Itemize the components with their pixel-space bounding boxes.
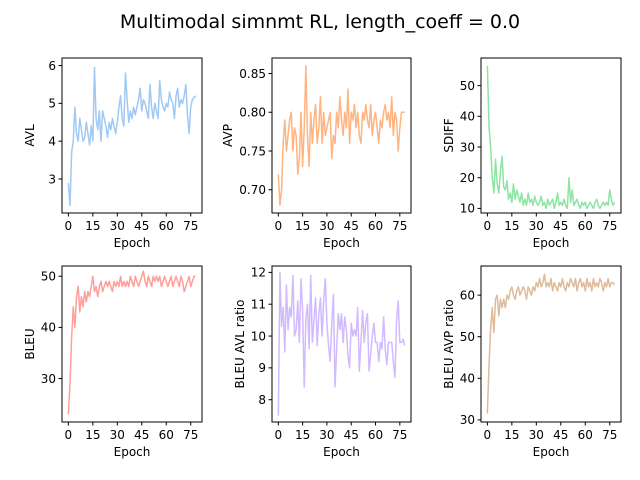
bleu-xtick-label: 75 bbox=[183, 428, 198, 442]
avp-series-line bbox=[277, 65, 405, 206]
bleu-avp-ratio-subplot: 0 15 30 45 60 75 30 40 50 60 Epoch BLEU AVP ratio bbox=[442, 265, 622, 459]
avl-ylabel: AVL bbox=[23, 124, 37, 147]
bleu-axes-frame bbox=[61, 265, 203, 423]
bleu-avp-ratio-xtick-label: 0 bbox=[484, 428, 492, 442]
bleu-avl-ratio-xtick-label: 45 bbox=[344, 428, 359, 442]
bleu-avl-ratio-axes-frame bbox=[271, 265, 412, 423]
bleu-ytick-label: 30 bbox=[41, 372, 56, 386]
sdiff-xtick-label: 60 bbox=[578, 219, 593, 233]
avl-ytick-label: 4 bbox=[48, 134, 56, 148]
bleu-avl-ratio-ylabel: BLEU AVL ratio bbox=[233, 300, 247, 389]
avp-ytick-label: 0.75 bbox=[239, 144, 266, 158]
bleu-avl-ratio-ytick-label: 9 bbox=[258, 361, 266, 375]
sdiff-subplot: 0 15 30 45 60 75 10 20 30 40 50 Epoch SDIFF bbox=[442, 57, 622, 250]
avl-axes-frame bbox=[61, 57, 203, 214]
bleu-avl-ratio-xtick-label: 75 bbox=[392, 428, 407, 442]
bleu-avl-ratio-ytick-label: 8 bbox=[258, 393, 266, 407]
avl-xtick-label: 75 bbox=[183, 219, 198, 233]
sdiff-ytick-label: 40 bbox=[460, 110, 475, 124]
bleu-avp-ratio-xlabel: Epoch bbox=[533, 445, 570, 459]
avp-ytick-label: 0.80 bbox=[239, 106, 266, 120]
bleu-xlabel: Epoch bbox=[114, 445, 151, 459]
avl-xtick-label: 15 bbox=[85, 219, 100, 233]
bleu-avp-ratio-xtick-label: 15 bbox=[504, 428, 519, 442]
bleu-ytick-label: 40 bbox=[41, 321, 56, 335]
avp-ylabel: AVP bbox=[221, 124, 235, 147]
avp-xtick-label: 30 bbox=[319, 219, 334, 233]
avl-ytick-label: 3 bbox=[48, 172, 56, 186]
bleu-series-line bbox=[67, 270, 196, 415]
avp-xlabel: Epoch bbox=[323, 236, 360, 250]
avp-axes-frame bbox=[271, 57, 412, 214]
avl-xtick-label: 0 bbox=[65, 219, 73, 233]
avp-ytick-label: 0.70 bbox=[239, 183, 266, 197]
bleu-avp-ratio-xtick-label: 60 bbox=[578, 428, 593, 442]
avl-xtick-label: 30 bbox=[110, 219, 125, 233]
sdiff-ytick-label: 30 bbox=[460, 140, 475, 154]
bleu-avl-ratio-xtick-label: 0 bbox=[274, 428, 282, 442]
avp-xtick-label: 75 bbox=[392, 219, 407, 233]
sdiff-xlabel: Epoch bbox=[533, 236, 570, 250]
sdiff-ytick-label: 10 bbox=[460, 202, 475, 216]
bleu-xtick-label: 0 bbox=[65, 428, 73, 442]
bleu-avp-ratio-ytick-label: 60 bbox=[460, 288, 475, 302]
bleu-avl-ratio-xtick-label: 60 bbox=[368, 428, 383, 442]
bleu-avl-ratio-subplot: 0 15 30 45 60 75 8 9 10 11 12 Epoch BLEU AVL ratio bbox=[233, 265, 412, 459]
bleu-avp-ratio-ytick-label: 50 bbox=[460, 330, 475, 344]
figure-suptitle: Multimodal simnmt RL, length_coeff = 0.0 bbox=[120, 11, 520, 33]
bleu-avp-ratio-ytick-label: 30 bbox=[460, 413, 475, 427]
avp-subplot: 0 15 30 45 60 75 0.70 0.75 0.80 0.85 Epoch AVP bbox=[221, 57, 412, 250]
bleu-avp-ratio-axes-frame bbox=[480, 265, 622, 423]
bleu-ytick-label: 50 bbox=[41, 270, 56, 284]
sdiff-series-line bbox=[486, 65, 616, 210]
bleu-xtick-label: 60 bbox=[159, 428, 174, 442]
avp-ytick-label: 0.85 bbox=[239, 67, 266, 81]
bleu-xtick-label: 45 bbox=[134, 428, 149, 442]
avp-xtick-label: 15 bbox=[295, 219, 310, 233]
bleu-subplot: 0 15 30 45 60 75 30 40 50 Epoch BLEU bbox=[23, 265, 203, 459]
bleu-avl-ratio-xtick-label: 15 bbox=[295, 428, 310, 442]
avl-ytick-label: 6 bbox=[48, 59, 56, 73]
bleu-avp-ratio-series-line bbox=[486, 273, 616, 414]
sdiff-ytick-label: 20 bbox=[460, 171, 475, 185]
sdiff-xtick-label: 15 bbox=[504, 219, 519, 233]
bleu-avl-ratio-series-line bbox=[277, 271, 406, 416]
avl-xlabel: Epoch bbox=[114, 236, 151, 250]
avl-series-line bbox=[67, 66, 197, 207]
avp-xtick-label: 0 bbox=[274, 219, 282, 233]
avl-xtick-label: 60 bbox=[159, 219, 174, 233]
avp-xtick-label: 60 bbox=[368, 219, 383, 233]
bleu-avp-ratio-ytick-label: 40 bbox=[460, 372, 475, 386]
sdiff-ytick-label: 50 bbox=[460, 79, 475, 93]
bleu-avp-ratio-ylabel: BLEU AVP ratio bbox=[442, 299, 456, 388]
bleu-avl-ratio-ytick-label: 12 bbox=[251, 266, 266, 280]
avl-xtick-label: 45 bbox=[134, 219, 149, 233]
bleu-avp-ratio-xtick-label: 75 bbox=[602, 428, 617, 442]
sdiff-axes-frame bbox=[480, 57, 622, 214]
sdiff-xtick-label: 30 bbox=[529, 219, 544, 233]
bleu-avp-ratio-xtick-label: 30 bbox=[529, 428, 544, 442]
sdiff-ylabel: SDIFF bbox=[442, 118, 456, 152]
sdiff-xtick-label: 0 bbox=[484, 219, 492, 233]
bleu-xtick-label: 15 bbox=[85, 428, 100, 442]
bleu-avl-ratio-xtick-label: 30 bbox=[319, 428, 334, 442]
avp-xtick-label: 45 bbox=[344, 219, 359, 233]
bleu-ylabel: BLEU bbox=[23, 328, 37, 359]
bleu-xtick-label: 30 bbox=[110, 428, 125, 442]
avl-ytick-label: 5 bbox=[48, 97, 56, 111]
bleu-avp-ratio-xtick-label: 45 bbox=[553, 428, 568, 442]
sdiff-xtick-label: 75 bbox=[602, 219, 617, 233]
bleu-avl-ratio-ytick-label: 11 bbox=[251, 298, 266, 312]
sdiff-xtick-label: 45 bbox=[553, 219, 568, 233]
bleu-avl-ratio-xlabel: Epoch bbox=[323, 445, 360, 459]
bleu-avl-ratio-ytick-label: 10 bbox=[251, 329, 266, 343]
